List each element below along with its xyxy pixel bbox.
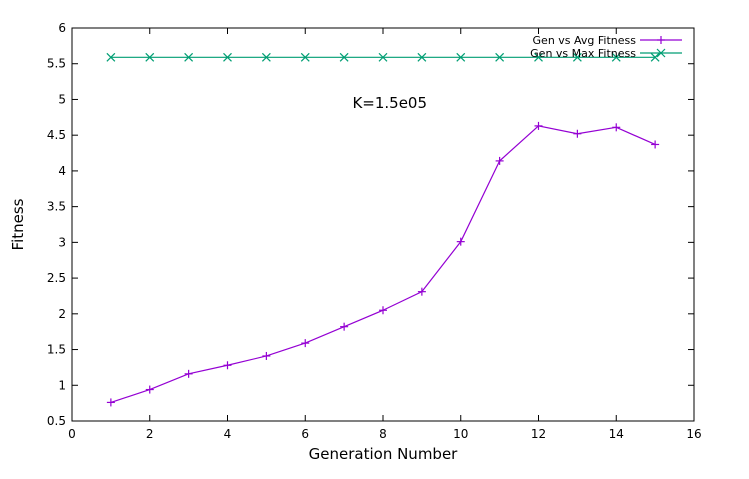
x-tick-label: 12 [531,427,546,441]
x-tick-label: 8 [379,427,387,441]
y-tick-label: 2 [58,307,66,321]
data-point-1 [145,52,155,62]
legend-marker-0 [657,36,665,44]
x-tick-label: 2 [146,427,154,441]
data-point-1 [650,52,660,62]
y-tick-label: 6 [58,21,66,35]
x-tick-label: 4 [224,427,232,441]
x-tick-label: 16 [686,427,701,441]
legend-marker-1 [656,48,666,58]
data-point-1 [572,52,582,62]
y-tick-label: 3.5 [47,200,66,214]
data-point-1 [378,52,388,62]
data-point-1 [534,52,543,62]
y-tick-label: 5.5 [47,57,66,71]
x-tick-label: 14 [609,427,624,441]
data-point-0 [534,121,543,130]
data-point-0 [573,129,582,138]
series-group [106,52,660,407]
data-point-1 [611,52,621,62]
data-point-0 [651,140,660,149]
data-point-0 [184,369,193,378]
legend: Gen vs Avg Fitness Gen vs Max Fitness [530,34,682,60]
y-tick-label: 1.5 [47,343,66,357]
series-line-0 [110,125,656,403]
x-tick-label: 10 [453,427,468,441]
data-point-1 [261,52,271,62]
tick-group: 0 2 4 6 8 10 12 14 16 0.5 1 1.5 2 2.5 3 3.5 4 4.5 5 5.5 6 [47,21,702,441]
y-tick-label: 3 [58,235,66,249]
data-point-1 [456,52,466,62]
legend-label-avg: Gen vs Avg Fitness [533,34,637,47]
data-point-0 [456,237,465,246]
y-tick-label: 2.5 [47,271,66,285]
y-tick-label: 1 [58,378,66,392]
data-point-0 [495,156,504,165]
k-annotation: K=1.5e05 [352,94,427,112]
x-tick-label: 0 [68,427,76,441]
data-point-0 [379,306,387,315]
data-point-0 [262,351,271,360]
plot-frame [71,27,695,422]
data-point-1 [339,52,349,62]
data-point-1 [223,52,232,62]
data-point-0 [145,385,154,394]
data-point-0 [417,287,426,296]
y-tick-label: 4.5 [47,128,66,142]
x-axis-label: Generation Number [309,445,459,463]
y-tick-label: 4 [58,164,66,178]
data-point-1 [417,52,427,62]
data-point-1 [106,52,116,62]
data-point-1 [300,52,310,62]
data-point-0 [106,398,115,407]
data-point-1 [495,52,505,62]
y-tick-label: 0.5 [47,414,66,428]
legend-label-max: Gen vs Max Fitness [530,47,636,60]
data-point-0 [612,123,621,132]
y-tick-label: 5 [58,92,66,106]
data-point-0 [223,361,232,370]
data-point-0 [340,322,349,331]
data-point-1 [184,52,194,62]
x-tick-label: 6 [301,427,309,441]
y-axis-label: Fitness [9,198,27,250]
data-point-0 [301,339,310,348]
